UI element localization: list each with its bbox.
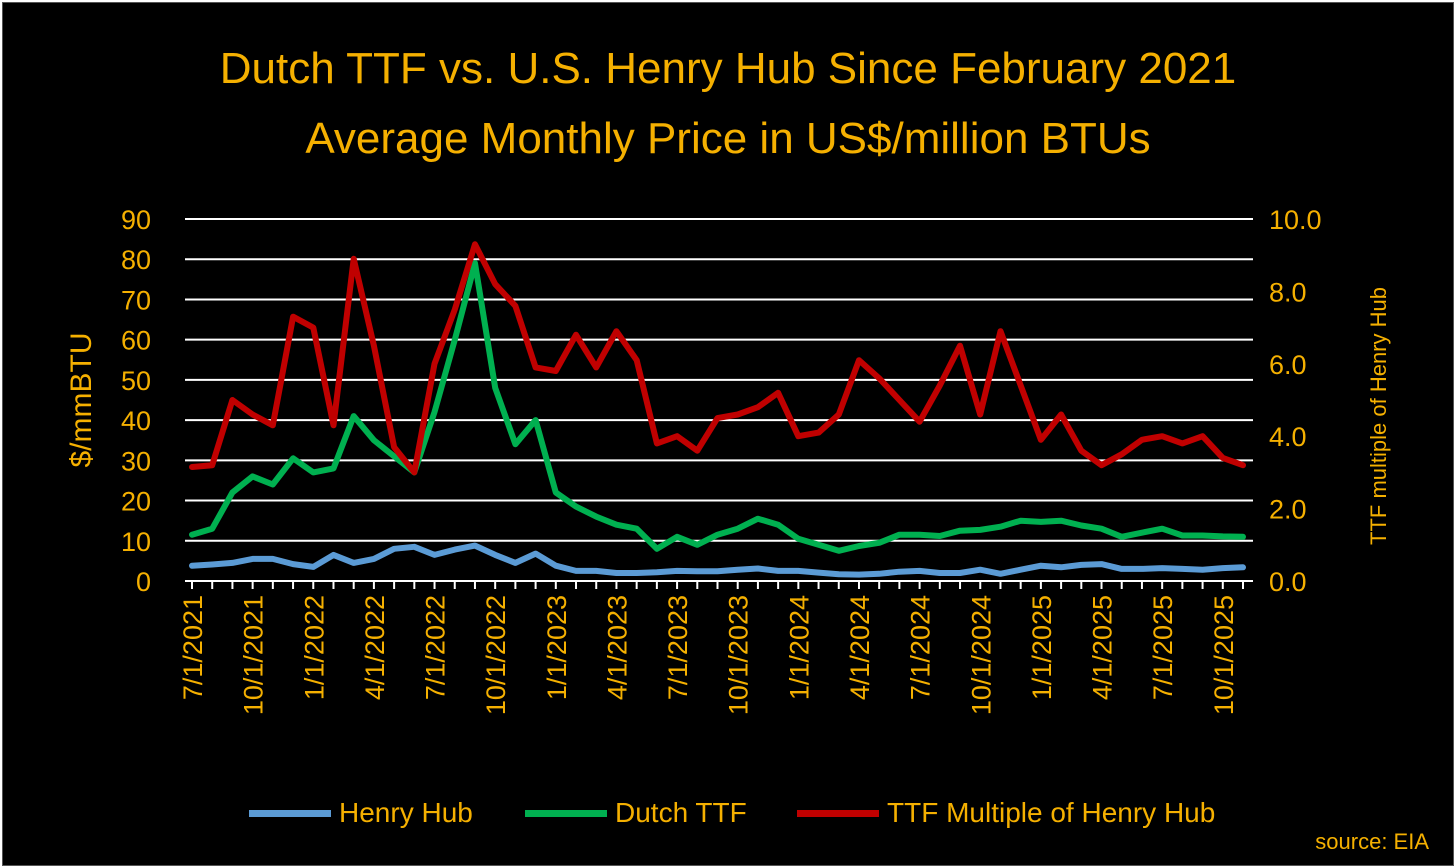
y-tick-label-right: 10.0 [1269, 205, 1322, 235]
y-tick-label-left: 30 [121, 446, 151, 476]
legend: Henry Hub Dutch TTF TTF Multiple of Henr… [3, 795, 1453, 831]
x-tick-label: 10/1/2021 [239, 595, 269, 715]
y-axis-label-right: TTF multiple of Henry Hub [1366, 287, 1391, 545]
y-tick-label-left: 80 [121, 245, 151, 275]
legend-label-multiple: TTF Multiple of Henry Hub [887, 797, 1216, 828]
x-tick-label: 7/1/2022 [421, 595, 451, 700]
y-tick-label-left: 10 [121, 527, 151, 557]
y-tick-label-left: 0 [136, 567, 151, 597]
x-tick-label: 1/1/2024 [784, 595, 814, 700]
legend-item-multiple: TTF Multiple of Henry Hub [797, 795, 1215, 831]
y-tick-label-left: 90 [121, 205, 151, 235]
x-tick-label: 10/1/2023 [724, 595, 754, 715]
legend-label-henry-hub: Henry Hub [339, 797, 473, 828]
x-tick-label: 4/1/2022 [360, 595, 390, 700]
y-tick-label-left: 50 [121, 366, 151, 396]
x-tick-label: 1/1/2022 [299, 595, 329, 700]
y-tick-label-left: 20 [121, 487, 151, 517]
legend-swatch-multiple [797, 809, 879, 817]
source-note: source: EIA [1315, 829, 1429, 854]
x-tick-label: 10/1/2024 [966, 595, 996, 715]
legend-swatch-henry-hub [249, 809, 331, 817]
x-tick-label: 4/1/2025 [1088, 595, 1118, 700]
line-chart: 0 10 20 30 40 50 60 70 80 90 0.0 2.0 4.0 6.0 8.0 10.0 $/… [65, 205, 1391, 715]
x-tick-label: 7/1/2021 [178, 595, 208, 700]
y-axis-label-left: $/mmBTU [65, 333, 98, 468]
y-tick-label-right: 6.0 [1269, 350, 1307, 380]
x-tick-label: 7/1/2024 [906, 595, 936, 700]
series-henry-hub-line [189, 542, 1246, 578]
x-tick-label: 7/1/2023 [663, 595, 693, 700]
series-ttf-multiple-line [189, 241, 1246, 476]
legend-swatch-dutch-ttf [525, 809, 607, 817]
series-dutch-ttf-line [189, 260, 1246, 554]
x-tick-label: 1/1/2025 [1027, 595, 1057, 700]
y-tick-label-right: 0.0 [1269, 567, 1307, 597]
y-tick-label-left: 70 [121, 285, 151, 315]
chart-title: Dutch TTF vs. U.S. Henry Hub Since Febru… [219, 44, 1237, 93]
x-tick-label: 4/1/2023 [602, 595, 632, 700]
legend-label-dutch-ttf: Dutch TTF [615, 797, 747, 828]
y-tick-label-left: 40 [121, 406, 151, 436]
x-tick-label: 7/1/2025 [1148, 595, 1178, 700]
x-tick-label: 4/1/2024 [845, 595, 875, 700]
y-tick-label-right: 2.0 [1269, 495, 1307, 525]
y-tick-label-left: 60 [121, 326, 151, 356]
x-tick-label: 10/1/2025 [1209, 595, 1239, 715]
y-tick-label-right: 4.0 [1269, 422, 1307, 452]
x-tick-label: 1/1/2023 [542, 595, 572, 700]
legend-item-dutch-ttf: Dutch TTF [525, 795, 747, 831]
x-tick-label: 10/1/2022 [481, 595, 511, 715]
chart-subtitle: Average Monthly Price in US$/million BTU… [305, 114, 1151, 163]
y-tick-label-right: 8.0 [1269, 277, 1307, 307]
legend-item-henry-hub: Henry Hub [249, 795, 473, 831]
